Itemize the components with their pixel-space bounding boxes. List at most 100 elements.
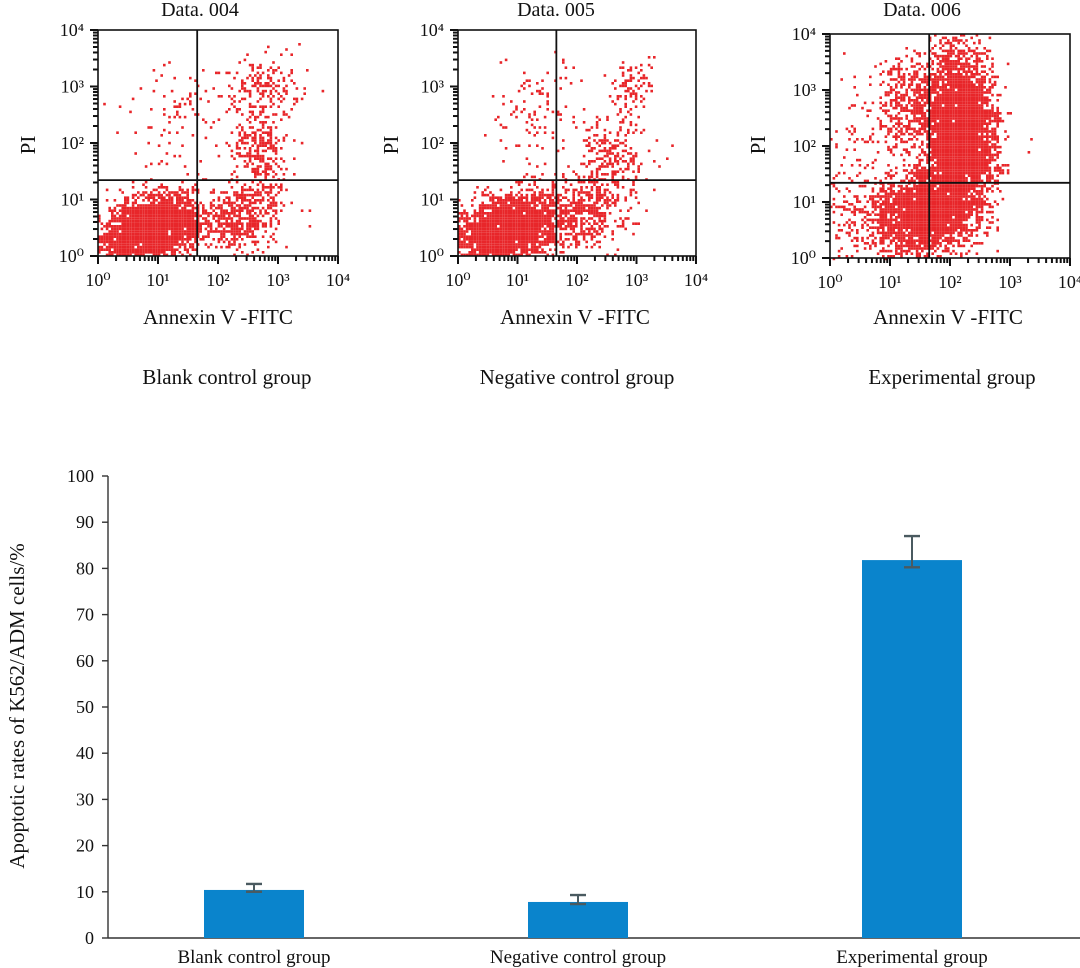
- event-dot: [978, 143, 981, 146]
- event-dot: [603, 173, 607, 176]
- event-dot: [105, 188, 109, 192]
- event-dot: [642, 128, 646, 132]
- event-dot: [603, 225, 607, 228]
- event-dot: [952, 184, 955, 188]
- event-dot: [947, 109, 950, 112]
- event-dot: [220, 225, 223, 228]
- event-dot: [155, 214, 158, 218]
- event-dot: [230, 227, 234, 231]
- event-dot: [970, 174, 973, 177]
- event-dot: [212, 188, 215, 192]
- event-dot: [944, 41, 947, 45]
- event-dot: [160, 227, 163, 231]
- event-dot: [934, 156, 937, 159]
- event-dot: [621, 82, 625, 85]
- event-dot: [530, 214, 534, 218]
- event-dot: [111, 225, 114, 228]
- event-dot: [152, 196, 156, 199]
- event-dot: [637, 170, 640, 173]
- event-dot: [525, 240, 529, 244]
- event-dot: [556, 113, 560, 116]
- event-dot: [528, 183, 531, 186]
- event-dot: [549, 240, 552, 244]
- event-dot: [207, 219, 210, 223]
- event-dot: [947, 208, 950, 211]
- event-dot: [491, 253, 495, 257]
- event-dot: [478, 227, 482, 231]
- event-dot: [121, 251, 124, 254]
- event-dot: [936, 187, 940, 190]
- event-dot: [546, 92, 549, 95]
- event-dot: [549, 199, 552, 202]
- event-dot: [973, 88, 976, 92]
- event-dot: [536, 196, 539, 199]
- event-dot: [254, 139, 257, 142]
- event-dot: [131, 201, 135, 205]
- event-dot: [957, 169, 960, 172]
- event-dot: [931, 208, 934, 211]
- event-dot: [962, 140, 966, 144]
- event-dot: [556, 201, 560, 205]
- event-dot: [471, 222, 474, 225]
- event-dot: [98, 219, 101, 223]
- event-dot: [147, 227, 150, 231]
- event-dot: [160, 214, 163, 218]
- event-dot: [528, 232, 531, 236]
- event-dot: [196, 243, 200, 246]
- event-dot: [504, 225, 508, 228]
- event-dot: [564, 196, 568, 199]
- event-dot: [595, 212, 599, 215]
- event-dot: [126, 212, 130, 215]
- event-dot: [957, 127, 960, 131]
- event-dot: [212, 238, 215, 241]
- event-dot: [936, 75, 940, 79]
- event-dot: [559, 243, 562, 246]
- event-dot: [243, 58, 247, 62]
- event-dot: [941, 117, 945, 120]
- event-dot: [204, 222, 208, 225]
- event-dot: [975, 203, 979, 206]
- event-dot: [251, 206, 254, 210]
- event-dot: [150, 225, 153, 228]
- event-dot: [978, 190, 981, 193]
- event-dot: [178, 217, 182, 220]
- event-dot: [944, 192, 947, 196]
- event-dot: [954, 195, 958, 198]
- event-dot: [970, 114, 973, 118]
- event-dot: [204, 209, 208, 212]
- event-dot: [520, 199, 523, 202]
- event-dot: [575, 225, 578, 228]
- event-dot: [259, 160, 262, 163]
- event-dot: [962, 135, 966, 138]
- event-dot: [603, 191, 607, 194]
- event-dot: [934, 130, 937, 133]
- event-dot: [160, 209, 163, 212]
- event-dot: [507, 253, 510, 257]
- event-dot: [598, 217, 601, 220]
- event-dot: [952, 49, 955, 53]
- event-dot: [655, 139, 659, 142]
- event-dot: [463, 212, 466, 215]
- event-dot: [473, 227, 477, 231]
- event-dot: [944, 130, 947, 133]
- event-dot: [160, 245, 163, 249]
- event-dot: [541, 201, 544, 205]
- event-dot: [975, 184, 979, 188]
- event-dot: [113, 235, 117, 238]
- event-dot: [973, 60, 976, 63]
- event-dot: [559, 238, 562, 241]
- event-dot: [931, 60, 934, 63]
- event-dot: [908, 190, 911, 193]
- event-dot: [970, 93, 973, 97]
- event-dot: [165, 230, 169, 233]
- event-dot: [931, 114, 934, 118]
- event-dot: [468, 245, 471, 249]
- event-dot: [650, 84, 653, 88]
- event-dot: [908, 247, 911, 250]
- event-dot: [168, 199, 171, 202]
- event-dot: [510, 251, 513, 254]
- event-dot: [905, 140, 908, 144]
- event-dot: [991, 216, 994, 219]
- event-dot: [960, 73, 963, 76]
- event-dot: [549, 238, 552, 241]
